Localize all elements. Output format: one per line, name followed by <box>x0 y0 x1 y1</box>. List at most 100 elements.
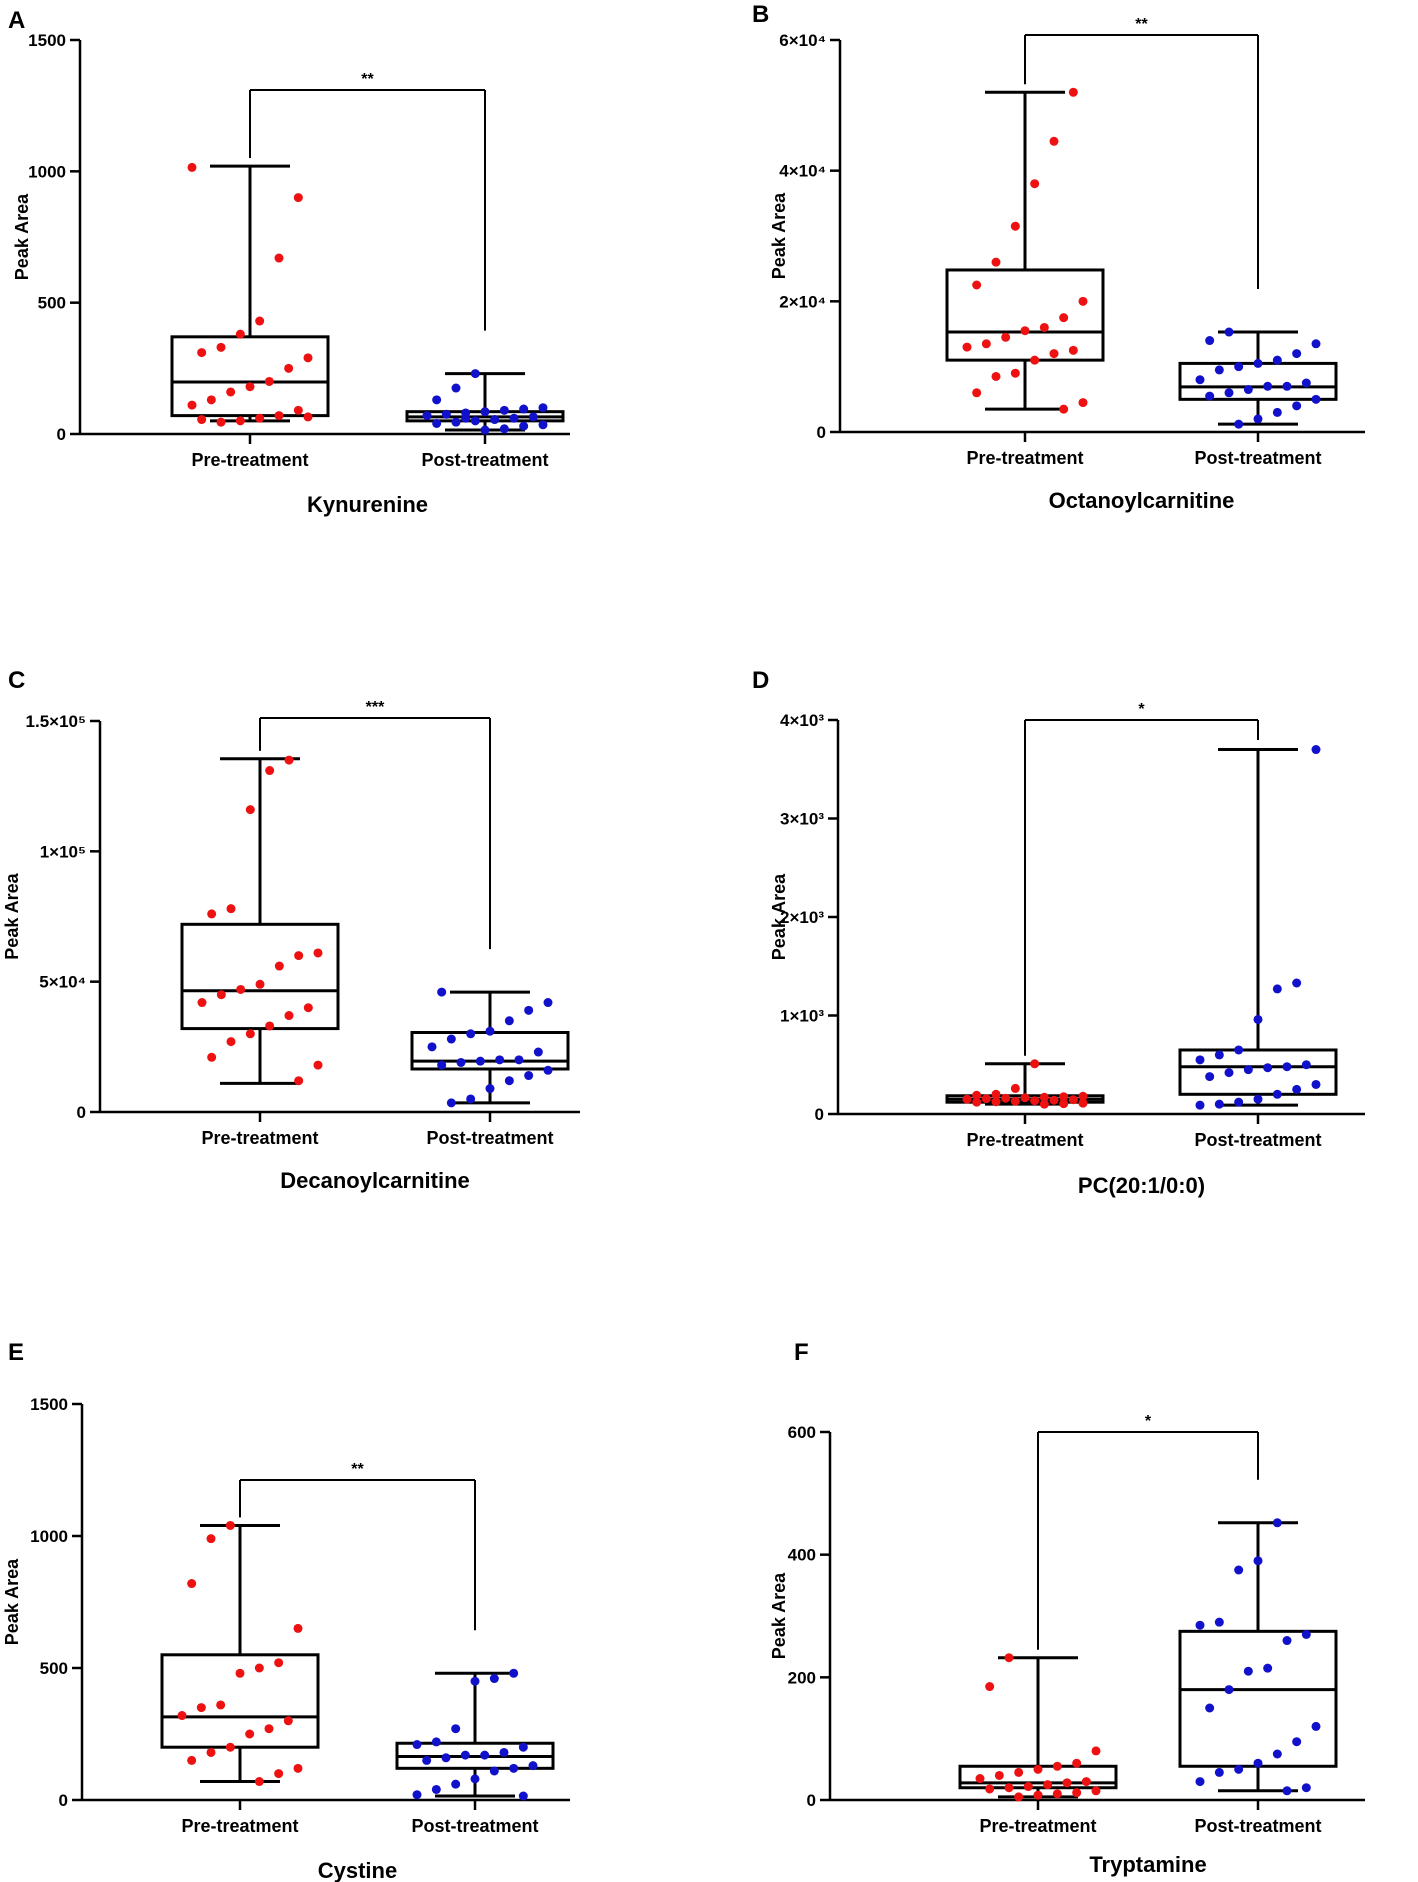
data-point <box>197 348 207 358</box>
data-point <box>1072 1788 1082 1798</box>
box-iqr <box>170 335 330 418</box>
data-point <box>470 369 480 379</box>
series-pre <box>945 87 1105 414</box>
box-iqr <box>180 922 340 1031</box>
data-point <box>313 948 323 958</box>
data-point <box>294 951 304 961</box>
data-point <box>1272 407 1282 417</box>
panel-B: B 0 2×10⁴ 4×10⁴ 6×10⁴ Peak Area Pre-treatment P… <box>752 1 1365 513</box>
data-point <box>1292 401 1302 411</box>
data-point <box>441 409 451 419</box>
chart-title: Cystine <box>318 1858 397 1882</box>
data-point <box>533 1047 543 1057</box>
data-point <box>1234 1097 1244 1107</box>
data-point <box>489 1766 499 1776</box>
data-point <box>509 1763 519 1773</box>
data-point <box>187 162 197 172</box>
series-post <box>1178 1518 1338 1796</box>
data-point <box>235 329 245 339</box>
box-iqr <box>1178 1629 1338 1768</box>
data-point <box>470 1676 480 1686</box>
significance-bracket: * <box>1037 1413 1259 1650</box>
y-tick-label: 6×10⁴ <box>779 31 826 50</box>
data-point <box>1078 398 1088 408</box>
data-point <box>1010 368 1020 378</box>
data-point <box>504 1016 514 1026</box>
data-point <box>1062 1778 1072 1788</box>
data-point <box>1030 1059 1040 1069</box>
data-point <box>303 412 313 422</box>
data-point <box>991 371 1001 381</box>
data-point <box>422 1755 432 1765</box>
data-point <box>1020 326 1030 336</box>
panel-letter: F <box>794 1339 809 1366</box>
data-point <box>1043 1780 1053 1790</box>
data-point <box>519 404 529 414</box>
data-point <box>499 405 509 415</box>
data-point <box>206 1534 216 1544</box>
data-point <box>543 998 553 1008</box>
x-tick-label: Pre-treatment <box>979 1816 1096 1836</box>
y-axis-label: Peak Area <box>769 192 789 279</box>
data-point <box>226 1037 236 1047</box>
data-point <box>431 1784 441 1794</box>
data-point <box>1253 358 1263 368</box>
data-point <box>480 425 490 435</box>
data-point <box>509 413 519 423</box>
data-point <box>991 1097 1001 1107</box>
data-point <box>518 1742 528 1752</box>
y-tick-label: 1000 <box>28 162 66 181</box>
data-point <box>1091 1746 1101 1756</box>
y-tick-label: 500 <box>38 294 66 313</box>
data-point <box>1224 1685 1234 1695</box>
data-point <box>1030 355 1040 365</box>
significance-stars: ** <box>361 71 374 88</box>
data-point <box>475 1056 485 1066</box>
data-point <box>1282 381 1292 391</box>
data-point <box>1195 1777 1205 1787</box>
data-point <box>1214 1099 1224 1109</box>
data-point <box>441 1753 451 1763</box>
x-tick-label: Pre-treatment <box>191 450 308 470</box>
data-point <box>446 1098 456 1108</box>
data-point <box>1205 1703 1215 1713</box>
data-point <box>1059 1092 1069 1102</box>
data-point <box>197 415 207 425</box>
data-point <box>1059 404 1069 414</box>
data-point <box>1292 1737 1302 1747</box>
data-point <box>293 1623 303 1633</box>
series-post <box>1178 327 1338 429</box>
panel-A: A 0 500 1000 1500 Peak Area Pre-treatment Post-… <box>8 7 570 517</box>
data-point <box>1272 1518 1282 1528</box>
data-point <box>264 376 274 386</box>
series-post <box>1178 745 1338 1110</box>
panel-letter: B <box>752 1 769 28</box>
data-point <box>264 1724 274 1734</box>
significance-stars: * <box>1145 1413 1152 1430</box>
data-point <box>216 990 226 1000</box>
data-point <box>206 395 216 405</box>
data-point <box>226 387 236 397</box>
data-point <box>514 1055 524 1065</box>
data-point <box>1049 1095 1059 1105</box>
data-point <box>432 395 442 405</box>
data-point <box>177 1711 187 1721</box>
y-tick-label: 1×10³ <box>780 1007 824 1026</box>
data-point <box>519 421 529 431</box>
data-point <box>1205 391 1215 401</box>
significance-bracket: ** <box>1024 16 1259 290</box>
y-axis-label: Peak Area <box>12 193 32 280</box>
data-point <box>187 400 197 410</box>
data-point <box>1049 349 1059 359</box>
data-point <box>981 1094 991 1104</box>
data-point <box>1004 1653 1014 1663</box>
y-tick-label: 0 <box>807 1791 816 1810</box>
data-point <box>1052 1761 1062 1771</box>
data-point <box>1301 1783 1311 1793</box>
x-tick-label: Pre-treatment <box>201 1128 318 1148</box>
data-point <box>509 1668 519 1678</box>
y-tick-label: 4×10³ <box>780 711 824 730</box>
data-point <box>1234 362 1244 372</box>
data-point <box>1234 1565 1244 1575</box>
data-point <box>274 253 284 263</box>
